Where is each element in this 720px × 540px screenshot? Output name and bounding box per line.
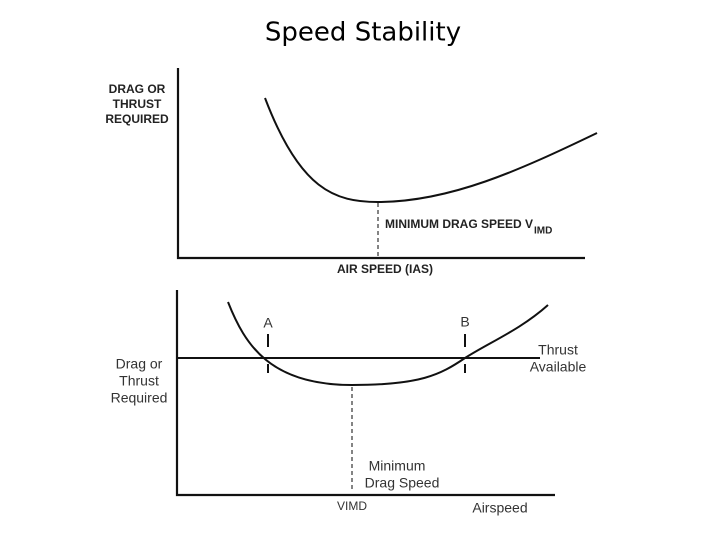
drag-curve xyxy=(227,301,549,387)
marker-label: MINIMUM DRAG SPEED V xyxy=(385,217,533,231)
y-label: Required xyxy=(111,390,168,406)
x-label: Airspeed xyxy=(472,500,527,516)
point-label: A xyxy=(263,315,273,331)
marker-label: Minimum xyxy=(369,458,426,474)
axes xyxy=(176,68,585,260)
y-label: Drag or xyxy=(116,356,163,372)
y-label: Thrust xyxy=(119,373,159,389)
drag-curve xyxy=(264,97,598,204)
point-label: B xyxy=(460,314,469,330)
y-label: THRUST xyxy=(113,97,162,111)
marker-tick-label: VIMD xyxy=(337,499,367,513)
marker-label: Drag Speed xyxy=(365,475,440,491)
axes xyxy=(175,290,555,497)
slide-title: Speed Stability xyxy=(265,18,461,48)
y-label: REQUIRED xyxy=(105,112,169,126)
x-label: AIR SPEED (IAS) xyxy=(337,262,433,276)
marker-subscript: IMD xyxy=(534,226,552,237)
line-label: Available xyxy=(530,359,587,375)
bottom-diagram: A B Thrust Available Drag or Thrust Requ… xyxy=(111,290,587,516)
y-label: DRAG OR xyxy=(109,82,166,96)
line-label: Thrust xyxy=(538,342,578,358)
top-diagram: DRAG OR THRUST REQUIRED MINIMUM DRAG SPE… xyxy=(105,68,598,276)
